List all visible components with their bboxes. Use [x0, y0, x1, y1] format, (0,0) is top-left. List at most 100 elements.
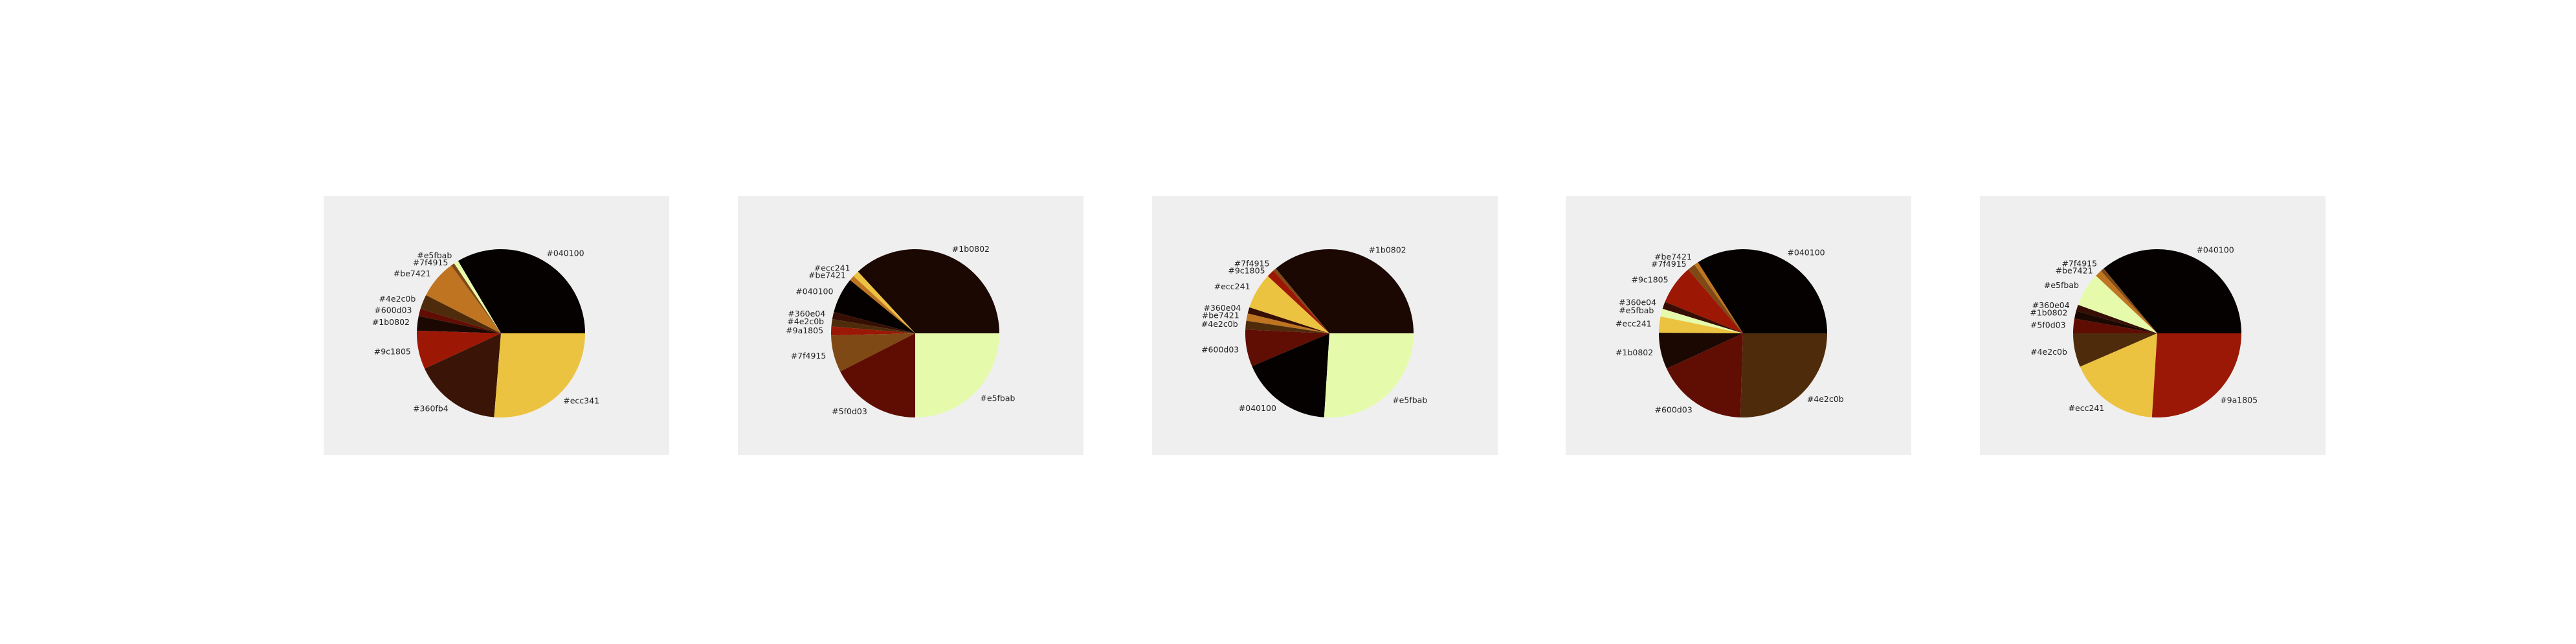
pie-chart-2: #1b0802 #ecc241#be7421 #040100 #360e04#4e2c…: [786, 244, 1016, 417]
pie-slice: [834, 280, 915, 333]
pie-slice-label: #040100: [1239, 403, 1276, 413]
pie-slice: [915, 333, 999, 417]
pie-slice: [1247, 307, 1329, 333]
pie-slice-label: #040100: [1787, 248, 1825, 258]
pie-slice-label: #be7421: [1654, 252, 1692, 261]
pie-slice: [1667, 333, 1743, 417]
pie-slice-label: #1b0802: [1616, 348, 1653, 357]
pie-slice-label: #be7421: [2056, 266, 2093, 276]
pie-slice: [1273, 268, 1329, 333]
pie-slice-label: #4e2c0b: [1201, 319, 1238, 329]
pie-slice: [1324, 333, 1414, 417]
pie-slice-label: #360e04: [788, 309, 825, 318]
pie-slice-label: #600d03: [1654, 405, 1692, 414]
pie-slice-label: #1b0802: [952, 244, 990, 254]
pie-slice-label: #ecc241: [814, 263, 850, 273]
pie-slice-label: #e5fbab: [417, 250, 452, 260]
pie-slice-label: #040100: [546, 249, 584, 258]
pie-slice-label: #7f4915: [413, 258, 449, 267]
pie-slice-label: #9a1805: [786, 326, 823, 335]
pie-slice-label: #ecc241: [1214, 282, 1250, 291]
pie-slice-label: #600d03: [374, 305, 412, 315]
pie-slice-label: #9c1805: [1228, 265, 1265, 275]
pie-slice: [450, 263, 501, 333]
pie-slice-label: #7f4915: [2061, 259, 2097, 269]
pie-slice: [1658, 333, 1743, 369]
pie-slice: [1660, 309, 1743, 333]
pie-chart-panel-4: #040100 #be7421 #7f4915 #9c1805 #360e04 #e5fb…: [1566, 196, 1911, 455]
pie-slice: [1249, 276, 1329, 333]
pie-slice-label: #360e04: [1203, 303, 1241, 313]
pie-slice: [1698, 249, 1827, 333]
pie-slice: [831, 319, 915, 333]
pie-slice: [2151, 333, 2241, 417]
pie-slice-label: #9c1805: [374, 346, 411, 356]
pie-chart-panel-5: #040100 #7f4915 #be7421 #e5fbab #360e04 #1b08…: [1980, 196, 2326, 455]
pie-slice: [858, 249, 999, 333]
pie-slice: [1245, 320, 1329, 333]
pie-slice: [2078, 276, 2157, 333]
pie-slice: [2080, 333, 2157, 417]
pie-slice-label: #040100: [2196, 245, 2234, 255]
pie-slice: [454, 261, 501, 333]
pie-slice-label: #4e2c0b: [1807, 394, 1844, 404]
pie-slice: [420, 294, 501, 333]
pie-slice-label: #4e2c0b: [379, 294, 416, 304]
pie-slice: [1688, 264, 1743, 333]
pie-slice-label: #be7421: [394, 269, 431, 278]
pie-slice-label: #e5fbab: [980, 393, 1015, 403]
pie-slice-label: #9a1805: [2220, 395, 2258, 405]
pie-slice: [2073, 318, 2157, 333]
pie-slice: [831, 333, 915, 372]
pie-slice-label: #e5fbab: [1619, 305, 1654, 315]
pie-slice: [850, 276, 915, 333]
pie-slice: [840, 333, 915, 417]
pie-slice-label: #e5fbab: [1392, 395, 1427, 405]
pie-slice: [832, 311, 915, 333]
pie-slice-label: #040100: [795, 287, 833, 296]
pie-slice-label: #ecc241: [2069, 403, 2105, 413]
pie-chart-3: #1b0802 #7f4915#9c1805 #ecc241 #360e04#be74…: [1201, 245, 1427, 417]
pie-slice: [426, 265, 501, 333]
pie-slice-label: #9c1805: [1631, 274, 1668, 284]
pie-slice: [494, 333, 585, 418]
pie-slice: [1740, 333, 1827, 418]
pie-chart-panel-3: #1b0802 #7f4915 #9c1805 #ecc241 #360e04 #be74…: [1152, 196, 1498, 455]
pie-slice: [1276, 249, 1414, 333]
pie-slice-label: #4e2c0b: [2030, 347, 2067, 357]
pie-slice-label: #1b0802: [372, 317, 410, 327]
pie-slice-label: #ecc341: [563, 395, 599, 405]
pie-slice-label: #7f4915: [1651, 259, 1687, 269]
pie-slice-label: #7f4915: [1234, 258, 1270, 268]
pie-slice-label: #be7421: [808, 271, 846, 280]
pie-chart-4: #040100 #be7421#7f4915 #9c1805 #360e04#e5fb…: [1616, 248, 1844, 418]
pie-slice-label: #be7421: [1202, 311, 1239, 320]
pie-slice-label: #5f0d03: [2030, 320, 2066, 330]
pie-slice: [2074, 311, 2157, 333]
pie-chart-panel-1: #040100 #e5fbab #7f4915 #be7421 #4e2c0b #600d…: [324, 196, 669, 455]
pie-slice: [458, 249, 585, 333]
pie-slice: [417, 316, 501, 333]
pie-slice: [1694, 262, 1743, 333]
pie-slice-label: #e5fbab: [2044, 280, 2079, 290]
pie-slice: [1245, 329, 1329, 366]
pie-slice: [1246, 313, 1329, 333]
pie-slice-label: #360e04: [2032, 300, 2070, 310]
pie-slice-label: #ecc241: [1616, 318, 1652, 328]
pie-slice: [425, 333, 501, 417]
pie-slice: [1662, 302, 1743, 333]
pie-slice: [1659, 316, 1743, 333]
pie-slice-label: #360e04: [1619, 298, 1656, 307]
pie-slice-label: #1b0802: [2030, 308, 2067, 318]
pie-slice: [853, 271, 915, 333]
pie-slice-label: #600d03: [1201, 344, 1239, 354]
pie-chart-panel-2: #1b0802 #ecc241 #be7421 #040100 #360e04 #4e2c…: [738, 196, 1083, 455]
pie-slice: [2073, 333, 2157, 367]
pie-slice: [2096, 271, 2157, 333]
pie-slice-label: #360fb4: [413, 403, 449, 413]
pie-slice: [2104, 249, 2241, 333]
pie-slice: [1252, 333, 1329, 417]
pie-slice-label: #1b0802: [1368, 245, 1406, 255]
pie-slice-label: #7f4915: [791, 351, 827, 361]
pie-slice-label: #5f0d03: [832, 406, 867, 416]
